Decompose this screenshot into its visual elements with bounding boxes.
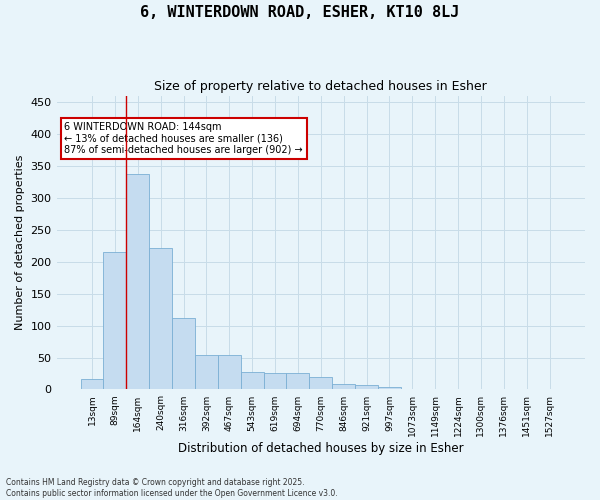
Bar [332, 384, 355, 390]
Bar [355, 385, 378, 390]
X-axis label: Distribution of detached houses by size in Esher: Distribution of detached houses by size … [178, 442, 464, 455]
Text: 6, WINTERDOWN ROAD, ESHER, KT10 8LJ: 6, WINTERDOWN ROAD, ESHER, KT10 8LJ [140, 5, 460, 20]
Bar [263, 373, 286, 390]
Text: Contains HM Land Registry data © Crown copyright and database right 2025.
Contai: Contains HM Land Registry data © Crown c… [6, 478, 338, 498]
Bar [378, 387, 401, 390]
Bar [310, 378, 332, 390]
Text: 6 WINTERDOWN ROAD: 144sqm
← 13% of detached houses are smaller (136)
87% of semi: 6 WINTERDOWN ROAD: 144sqm ← 13% of detac… [64, 122, 303, 155]
Title: Size of property relative to detached houses in Esher: Size of property relative to detached ho… [154, 80, 487, 93]
Bar [218, 355, 241, 390]
Bar [80, 379, 103, 390]
Bar [241, 372, 263, 390]
Bar [149, 248, 172, 390]
Bar [401, 389, 424, 390]
Bar [286, 374, 310, 390]
Bar [103, 252, 127, 390]
Bar [172, 318, 195, 390]
Bar [195, 355, 218, 390]
Y-axis label: Number of detached properties: Number of detached properties [15, 155, 25, 330]
Bar [127, 174, 149, 390]
